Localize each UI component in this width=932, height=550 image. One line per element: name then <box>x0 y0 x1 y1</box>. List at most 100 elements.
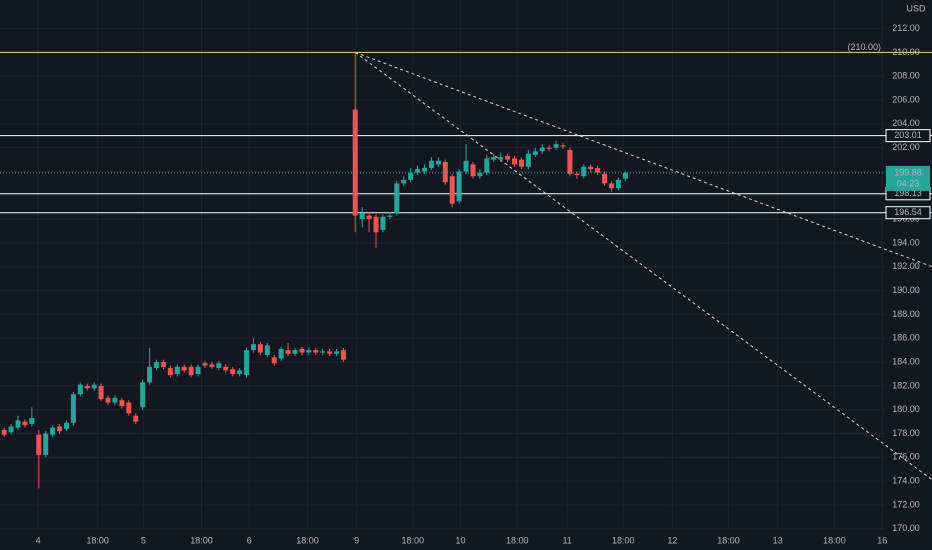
x-tick-label: 18:00 <box>296 535 319 545</box>
candle-body <box>359 213 365 220</box>
y-tick-label: 206.00 <box>892 94 920 104</box>
candle-body <box>278 348 284 359</box>
y-tick-label: 204.00 <box>892 118 920 128</box>
candle-body <box>518 159 524 167</box>
y-tick-label: 202.00 <box>892 142 920 152</box>
candle-body <box>285 350 291 354</box>
candle-body <box>160 362 166 367</box>
candle-body <box>366 215 372 220</box>
candle-body <box>306 350 312 353</box>
y-tick-label: 180.00 <box>892 404 920 414</box>
candle-body <box>588 166 594 170</box>
candle-body <box>567 150 573 174</box>
y-tick-label: 184.00 <box>892 356 920 366</box>
candle-body <box>167 368 173 376</box>
trend-line <box>354 52 932 481</box>
candle-body <box>209 364 215 367</box>
candle-body <box>484 158 490 173</box>
y-tick-label: 208.00 <box>892 71 920 81</box>
y-tick-label: 178.00 <box>892 428 920 438</box>
candle-body <box>334 351 340 354</box>
x-tick-label: 11 <box>562 535 571 545</box>
x-tick-label: 13 <box>773 535 783 545</box>
candle-body <box>292 350 298 354</box>
candle-body <box>119 400 125 407</box>
candle-body <box>36 434 42 455</box>
candle-body <box>202 363 208 366</box>
candle-body <box>442 161 448 183</box>
candle-body <box>387 215 393 217</box>
y-tick-label: 188.00 <box>892 309 920 319</box>
price-label: 203.01 <box>894 130 922 140</box>
current-price-label: 199.88 <box>894 167 922 177</box>
x-tick-label: 9 <box>354 535 359 545</box>
candle-body <box>491 157 497 160</box>
candle-body <box>15 420 21 428</box>
candle-body <box>340 350 346 360</box>
x-tick-label: 18:00 <box>612 535 635 545</box>
candle-body <box>477 172 483 177</box>
candle-body <box>154 362 160 369</box>
candle-body <box>50 427 56 435</box>
countdown-label: 04:23 <box>897 178 920 188</box>
candle-body <box>456 171 462 202</box>
candle-body <box>313 350 319 353</box>
candle-body <box>449 176 455 204</box>
candle-body <box>525 153 531 167</box>
candle-body <box>428 160 434 168</box>
candle-body <box>244 350 250 376</box>
candle-body <box>299 348 305 353</box>
y-tick-label: 176.00 <box>892 452 920 462</box>
candle-body <box>539 147 545 152</box>
candle-body <box>188 366 194 376</box>
candle-body <box>1 429 7 435</box>
candle-body <box>470 164 476 177</box>
candle-body <box>581 166 587 177</box>
currency-label: USD <box>906 3 926 13</box>
x-tick-label: 10 <box>455 535 465 545</box>
candle-body <box>408 172 414 180</box>
candle-body <box>105 397 111 403</box>
candle-body <box>140 382 146 408</box>
candle-body <box>615 179 621 189</box>
candle-body <box>257 344 263 353</box>
y-tick-label: 172.00 <box>892 499 920 509</box>
x-tick-label: 18:00 <box>401 535 424 545</box>
price-label: 198.13 <box>894 188 922 198</box>
trend-line <box>355 51 932 268</box>
candle-body <box>43 433 49 455</box>
candle-body <box>230 369 236 374</box>
candle-body <box>560 145 566 147</box>
y-tick-label: 182.00 <box>892 380 920 390</box>
candle-body <box>126 402 132 414</box>
candle-body <box>327 351 333 354</box>
horizontal-line-label: (210.00) <box>847 42 881 52</box>
candle-body <box>463 160 469 172</box>
candle-body <box>595 167 601 173</box>
candle-body <box>352 109 358 216</box>
price-label-box <box>885 129 931 143</box>
candle-body <box>91 384 97 389</box>
y-tick-label: 190.00 <box>892 285 920 295</box>
current-price-box <box>886 165 930 191</box>
candle-body <box>237 370 243 374</box>
candle-body <box>29 418 35 424</box>
candle-body <box>380 216 386 230</box>
candle-body <box>512 158 518 165</box>
candle-body <box>70 394 76 423</box>
x-tick-label: 6 <box>247 535 252 545</box>
candle-body <box>223 366 229 371</box>
candle-body <box>574 173 580 176</box>
y-tick-label: 192.00 <box>892 261 920 271</box>
candle-body <box>415 169 421 173</box>
candle-body <box>401 179 407 184</box>
candle-body <box>250 344 256 351</box>
x-tick-label: 18:00 <box>717 535 740 545</box>
candle-body <box>622 172 628 179</box>
x-tick-label: 18:00 <box>506 535 529 545</box>
candle-body <box>195 366 201 374</box>
candle-body <box>133 415 139 422</box>
candle-body <box>271 357 277 364</box>
